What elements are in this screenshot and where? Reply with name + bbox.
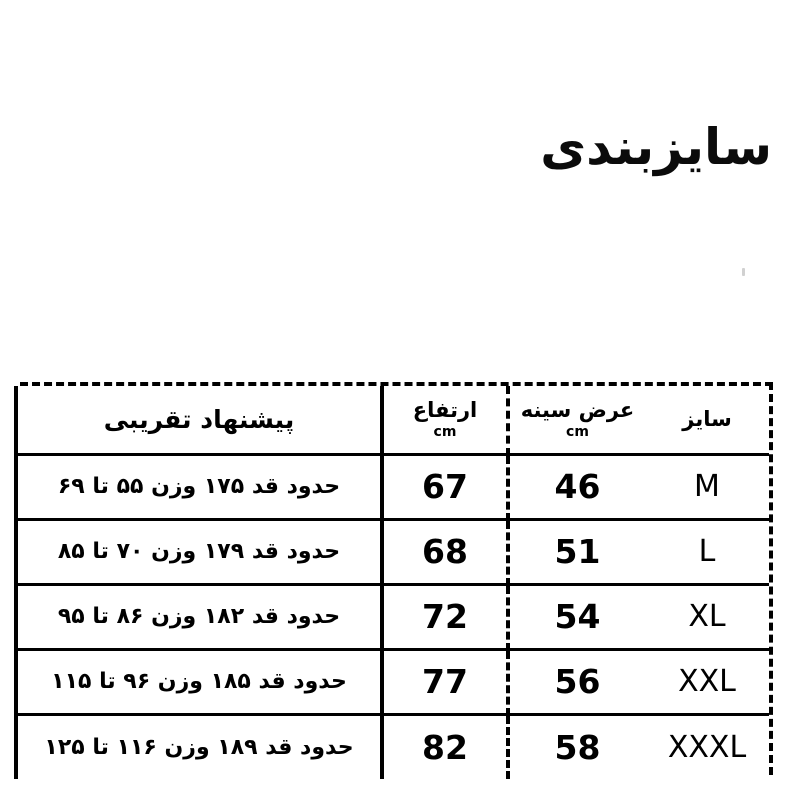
- size-value: M: [694, 469, 720, 504]
- chest-value: 58: [554, 727, 601, 767]
- column-header-height-label: ارتفاع: [412, 397, 478, 422]
- suggestion-value: حدود قد ۱۷۹ وزن ۷۰ تا ۸۵: [57, 539, 341, 564]
- cell-suggestion: حدود قد ۱۸۲ وزن ۸۶ تا ۹۵: [14, 582, 382, 649]
- size-table: سایز عرض سینه cm ارتفاع cm پیشنهاد تقریب…: [14, 386, 769, 779]
- table-row: XL 54 72 حدود قد ۱۸۲ وزن ۸۶ تا ۹۵: [14, 582, 769, 649]
- cell-suggestion: حدود قد ۱۸۵ وزن ۹۶ تا ۱۱۵: [14, 647, 382, 714]
- cell-chest: 58: [506, 712, 645, 779]
- cell-size: XXXL: [645, 712, 769, 779]
- column-header-chest-label: عرض سینه: [520, 397, 635, 422]
- suggestion-value: حدود قد ۱۸۵ وزن ۹۶ تا ۱۱۵: [51, 669, 347, 694]
- table-header: سایز عرض سینه cm ارتفاع cm پیشنهاد تقریب…: [14, 386, 769, 456]
- cell-suggestion: حدود قد ۱۷۵ وزن ۵۵ تا ۶۹: [14, 452, 382, 519]
- suggestion-value: حدود قد ۱۸۲ وزن ۸۶ تا ۹۵: [57, 604, 341, 629]
- column-header-size-label: سایز: [682, 407, 732, 432]
- table-row: XXXL 58 82 حدود قد ۱۸۹ وزن ۱۱۶ تا ۱۲۵: [14, 712, 769, 779]
- cell-height: 77: [380, 647, 508, 714]
- column-header-suggestion-label: پیشنهاد تقریبی: [103, 404, 295, 434]
- size-value: XL: [688, 599, 726, 634]
- size-value: XXXL: [667, 729, 747, 765]
- cell-height: 68: [380, 517, 508, 584]
- cell-size: XXL: [645, 647, 769, 714]
- height-value: 67: [422, 467, 468, 506]
- chest-value: 51: [554, 532, 601, 571]
- scan-speck-artifact: [742, 268, 745, 276]
- cell-height: 67: [380, 452, 508, 519]
- cell-height: 72: [380, 582, 508, 649]
- height-value: 82: [422, 727, 468, 767]
- column-header-chest: عرض سینه cm: [506, 386, 645, 456]
- table-row: XXL 56 77 حدود قد ۱۸۵ وزن ۹۶ تا ۱۱۵: [14, 647, 769, 714]
- chest-value: 46: [554, 467, 601, 506]
- column-header-height: ارتفاع cm: [380, 386, 508, 456]
- cell-chest: 56: [506, 647, 645, 714]
- size-value: XXL: [678, 664, 736, 699]
- chest-value: 56: [554, 662, 601, 701]
- cell-size: L: [645, 517, 769, 584]
- page-title: سایزبندی: [540, 118, 773, 176]
- column-header-suggestion: پیشنهاد تقریبی: [14, 386, 382, 456]
- chest-value: 54: [554, 597, 601, 636]
- column-header-chest-unit: cm: [566, 423, 589, 440]
- cell-height: 82: [380, 712, 508, 779]
- cell-chest: 54: [506, 582, 645, 649]
- cell-chest: 51: [506, 517, 645, 584]
- cell-suggestion: حدود قد ۱۸۹ وزن ۱۱۶ تا ۱۲۵: [14, 712, 382, 779]
- height-value: 68: [422, 532, 468, 571]
- column-header-size: سایز: [645, 386, 769, 456]
- table-row: M 46 67 حدود قد ۱۷۵ وزن ۵۵ تا ۶۹: [14, 452, 769, 519]
- table-row: L 51 68 حدود قد ۱۷۹ وزن ۷۰ تا ۸۵: [14, 517, 769, 584]
- height-value: 77: [422, 662, 468, 701]
- suggestion-value: حدود قد ۱۸۹ وزن ۱۱۶ تا ۱۲۵: [44, 734, 354, 760]
- size-value: L: [698, 534, 716, 569]
- size-table-container: سایز عرض سینه cm ارتفاع cm پیشنهاد تقریب…: [14, 382, 773, 779]
- cell-chest: 46: [506, 452, 645, 519]
- height-value: 72: [422, 597, 468, 636]
- table-body: M 46 67 حدود قد ۱۷۵ وزن ۵۵ تا ۶۹ L: [14, 452, 769, 779]
- cell-suggestion: حدود قد ۱۷۹ وزن ۷۰ تا ۸۵: [14, 517, 382, 584]
- column-header-height-unit: cm: [433, 423, 457, 440]
- cell-size: XL: [645, 582, 769, 649]
- suggestion-value: حدود قد ۱۷۵ وزن ۵۵ تا ۶۹: [57, 474, 341, 499]
- table-header-row: سایز عرض سینه cm ارتفاع cm پیشنهاد تقریب…: [14, 386, 769, 456]
- cell-size: M: [645, 452, 769, 519]
